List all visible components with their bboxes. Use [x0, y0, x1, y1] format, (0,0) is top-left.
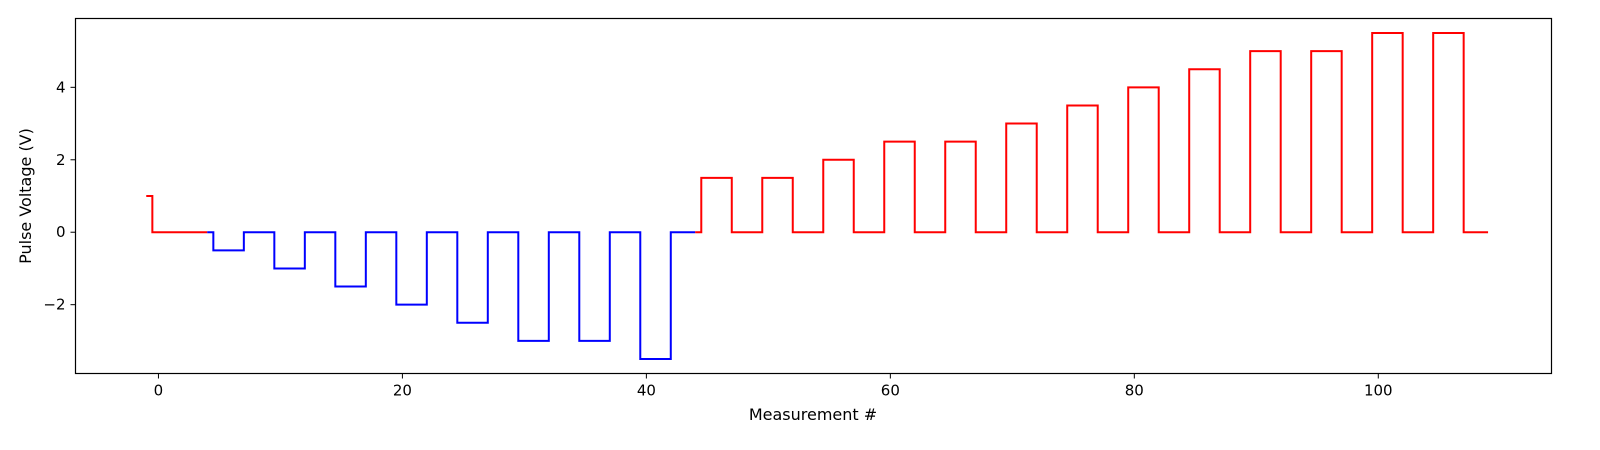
x-tick-label: 100	[1364, 382, 1393, 400]
x-tick-label: 60	[881, 382, 900, 400]
x-tick-label: 40	[637, 382, 656, 400]
y-axis-label: Pulse Voltage (V)	[16, 128, 35, 264]
series-line-0	[146, 195, 208, 234]
series-line-2	[695, 31, 1489, 234]
x-tick-label: 0	[154, 382, 164, 400]
y-tick-label: 2	[56, 151, 66, 169]
x-tick-label: 80	[1125, 382, 1144, 400]
x-tick-label: 20	[393, 382, 412, 400]
plot-frame	[74, 17, 1553, 375]
y-tick-label: 0	[56, 223, 66, 241]
y-tick-label: 4	[56, 78, 66, 96]
series-line-1	[207, 231, 696, 361]
y-tick-label: −2	[43, 296, 65, 314]
x-axis: 0 20 40 60 80 100	[154, 373, 1393, 400]
plot-marks	[146, 31, 1489, 361]
x-axis-label: Measurement #	[749, 405, 877, 424]
y-axis: −2 0 2 4	[43, 78, 76, 314]
